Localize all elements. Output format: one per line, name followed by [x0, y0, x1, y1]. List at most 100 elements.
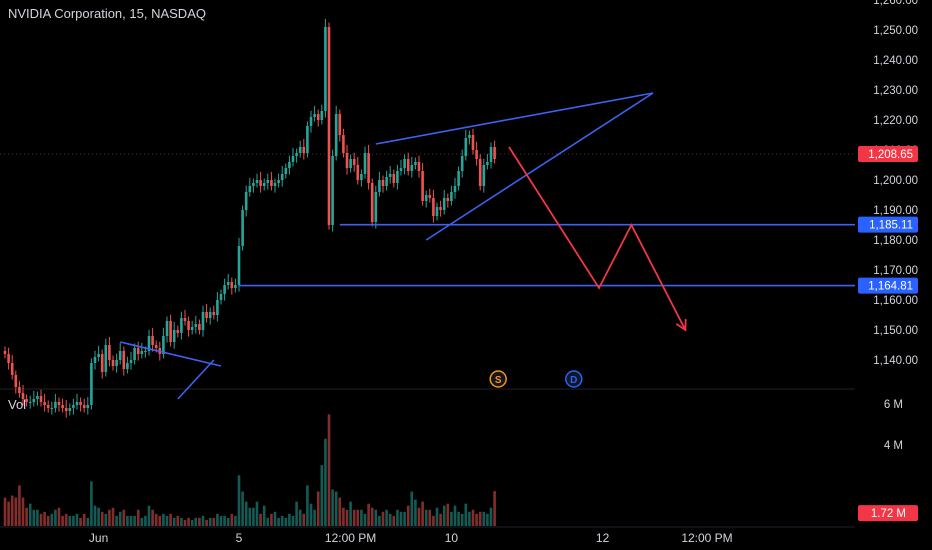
candle-body — [183, 318, 187, 321]
event-marker-d[interactable]: D — [565, 370, 583, 388]
candle-body — [302, 147, 306, 153]
volume-bar — [450, 511, 453, 526]
candle-body — [352, 159, 356, 165]
volume-bar — [432, 515, 435, 526]
candle-body — [475, 150, 478, 159]
candle-body — [104, 345, 108, 372]
volume-bar — [136, 509, 140, 526]
candle-body — [363, 153, 367, 174]
volume-bar — [72, 515, 75, 526]
price-badge-label: 1,185.11 — [869, 220, 913, 232]
price-tick-label: 1,260.00 — [873, 0, 918, 7]
volume-bar — [100, 511, 104, 526]
candle-body — [360, 174, 363, 180]
price-tick-label: 1,230.00 — [873, 85, 918, 97]
candle-body — [108, 345, 111, 360]
volume-bar — [201, 515, 205, 526]
candle-body — [61, 405, 64, 408]
candle-body — [172, 330, 176, 342]
candle-body — [226, 282, 230, 285]
candle-body — [450, 192, 453, 201]
candle-body — [57, 402, 61, 405]
volume-bar — [190, 519, 194, 526]
candle-body — [331, 156, 334, 225]
candle-body — [43, 402, 46, 405]
price-tick-label: 1,170.00 — [873, 265, 918, 277]
volume-bar — [255, 501, 259, 526]
volume-bar — [302, 513, 306, 526]
trendline — [177, 359, 215, 400]
volume-bar — [32, 509, 36, 526]
candle-body — [208, 312, 212, 318]
volume-bar — [338, 497, 342, 526]
candle-body — [151, 336, 154, 345]
candle-body — [396, 171, 399, 183]
candle-body — [7, 354, 10, 363]
volume-bar — [154, 513, 158, 526]
current-price-badge: 1,208.65 — [858, 146, 918, 163]
volume-bar — [493, 491, 496, 526]
volume-bar — [331, 489, 334, 526]
volume-bar — [10, 495, 14, 526]
candle-body — [381, 180, 385, 186]
candle-body — [205, 312, 208, 318]
volume-bar — [97, 507, 100, 526]
volume-bar — [61, 515, 64, 526]
candle-body — [435, 207, 439, 216]
candle-body — [342, 135, 345, 153]
candle-body — [439, 207, 442, 210]
volume-bar — [280, 515, 284, 526]
candle-body — [190, 327, 194, 330]
candle-body — [428, 195, 432, 198]
candle-body — [399, 168, 403, 171]
current-volume-badge: 1.72 M — [858, 505, 918, 522]
volume-bar — [194, 517, 198, 526]
candle-body — [198, 324, 201, 330]
time-tick-label: 10 — [445, 531, 459, 545]
volume-bar — [248, 507, 252, 526]
candle-body — [68, 408, 72, 411]
price-tick-label: 1,140.00 — [873, 355, 918, 367]
candle-body — [306, 126, 309, 153]
volume-bars — [3, 414, 496, 526]
volume-bar — [489, 507, 493, 526]
candle-body — [201, 312, 205, 330]
price-tick-label: 1,220.00 — [873, 115, 918, 127]
marker-letter: S — [495, 375, 502, 386]
volume-bar — [7, 501, 10, 526]
price-tick-label: 1,160.00 — [873, 295, 918, 307]
candle-body — [241, 210, 244, 246]
volume-bar — [129, 515, 133, 526]
volume-bar — [187, 517, 190, 526]
volume-bar — [342, 507, 345, 526]
volume-bar — [14, 497, 18, 526]
candle-body — [111, 360, 115, 366]
volume-bar — [464, 503, 468, 526]
candle-body — [162, 336, 165, 354]
candle-body — [414, 162, 417, 165]
projection-path — [508, 146, 687, 331]
candle-body — [313, 114, 316, 117]
candle-body — [10, 363, 14, 375]
candle-body — [180, 318, 183, 333]
candle-body — [385, 177, 388, 186]
candle-body — [432, 198, 435, 216]
volume-bar — [266, 517, 270, 526]
candle-body — [327, 27, 331, 225]
drawings — [120, 92, 855, 400]
volume-bar — [25, 507, 28, 526]
candle-body — [417, 162, 421, 171]
volume-bar — [298, 509, 302, 526]
price-badge-label: 1,208.65 — [868, 149, 913, 161]
price-tick-label: 1,150.00 — [873, 325, 918, 337]
volume-bar — [259, 513, 262, 526]
candle-body — [262, 183, 266, 186]
volume-bar — [324, 438, 327, 526]
candle-body — [277, 180, 280, 183]
event-marker-s[interactable]: S — [489, 370, 507, 388]
volume-bar — [428, 509, 432, 526]
candle-body — [442, 198, 446, 210]
level-badge-1: 1,185.11 — [858, 216, 918, 233]
volume-bar — [320, 465, 324, 526]
